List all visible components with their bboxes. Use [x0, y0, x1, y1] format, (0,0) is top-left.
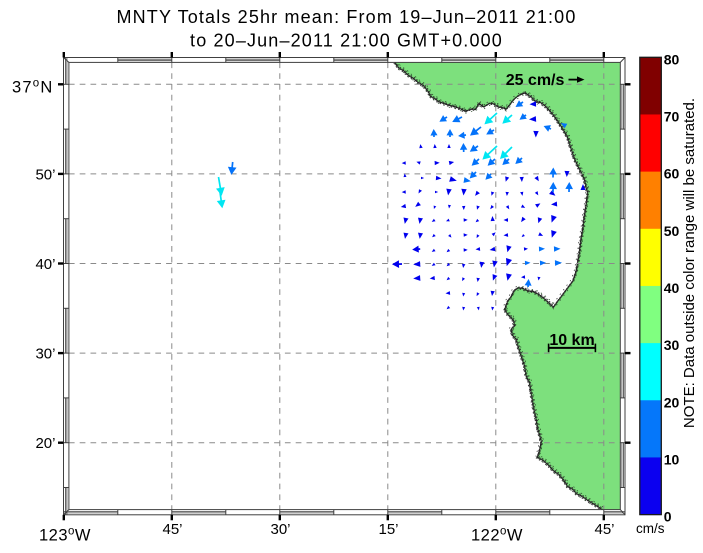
svg-text:NOTE: Data outside color range: NOTE: Data outside color range will be s…: [681, 98, 698, 428]
svg-text:45’: 45’: [162, 521, 182, 538]
svg-text:15’: 15’: [378, 521, 398, 538]
svg-text:123oW: 123oW: [39, 526, 91, 545]
svg-text:60: 60: [664, 166, 680, 182]
svg-text:10 km: 10 km: [549, 332, 594, 349]
svg-text:to 20–Jun–2011 21:00 GMT+0.000: to 20–Jun–2011 21:00 GMT+0.000: [190, 31, 503, 51]
svg-text:30: 30: [664, 337, 680, 353]
svg-text:40: 40: [664, 280, 680, 296]
svg-text:25 cm/s: 25 cm/s: [506, 72, 565, 89]
svg-text:37oN: 37oN: [12, 77, 54, 96]
svg-text:80: 80: [664, 51, 680, 67]
svg-text:20: 20: [664, 394, 680, 410]
svg-text:MNTY Totals 25hr mean: From 19: MNTY Totals 25hr mean: From 19–Jun–2011 …: [117, 7, 577, 27]
svg-text:40’: 40’: [35, 256, 55, 273]
svg-text:50’: 50’: [35, 166, 55, 183]
svg-text:122oW: 122oW: [471, 526, 523, 545]
svg-text:0: 0: [664, 509, 672, 525]
svg-text:45’: 45’: [594, 521, 614, 538]
svg-text:20’: 20’: [35, 435, 55, 452]
svg-text:30’: 30’: [270, 521, 290, 538]
svg-text:10: 10: [664, 451, 680, 467]
svg-text:50: 50: [664, 223, 680, 239]
svg-text:70: 70: [664, 109, 680, 125]
svg-text:30’: 30’: [35, 346, 55, 363]
svg-text:cm/s: cm/s: [636, 521, 665, 536]
